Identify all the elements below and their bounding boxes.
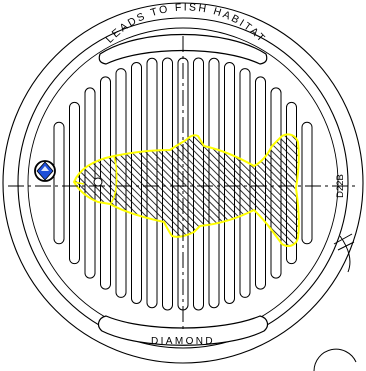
side-code: D22B xyxy=(335,174,346,198)
hinge-lines xyxy=(333,233,355,273)
grate-slot xyxy=(301,121,313,245)
cover-rim-ring xyxy=(17,17,349,349)
bottom-label-banner xyxy=(97,315,269,346)
fish-outline-icon xyxy=(73,133,300,247)
outer-frame-ring xyxy=(2,2,364,364)
diamond-logo-icon xyxy=(34,160,56,182)
corner-arc xyxy=(313,348,357,371)
bottom-label: DIAMOND xyxy=(151,336,215,347)
grate-slot xyxy=(53,121,65,245)
fish-eye-icon xyxy=(93,177,103,187)
fish-graphic xyxy=(73,133,300,247)
